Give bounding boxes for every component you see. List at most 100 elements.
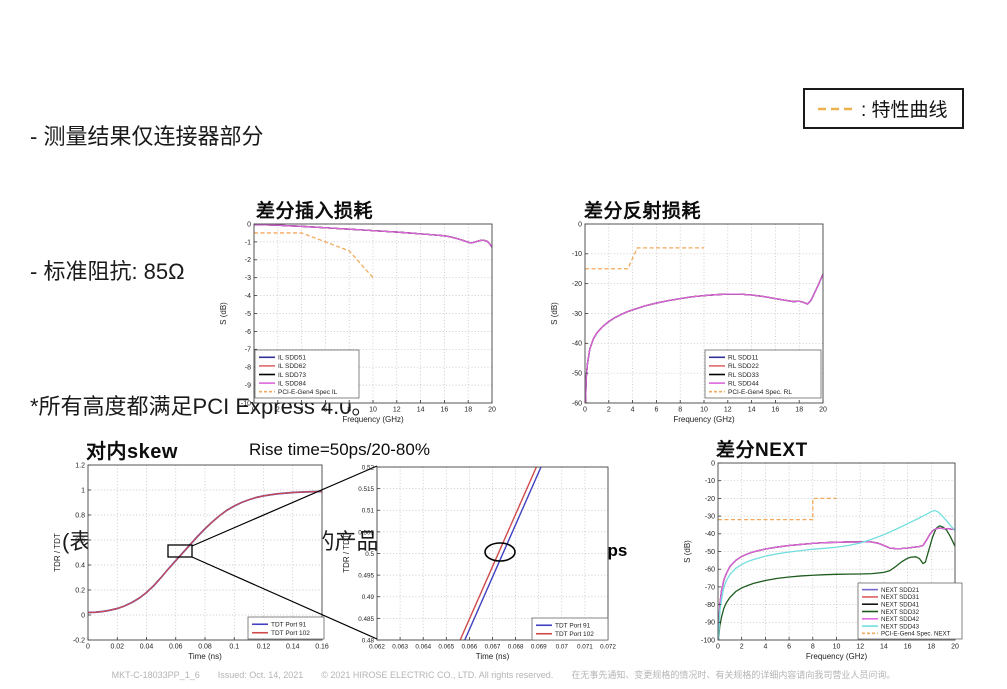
svg-text:0.51: 0.51 xyxy=(362,508,375,515)
svg-text:-60: -60 xyxy=(572,400,582,407)
svg-text:-50: -50 xyxy=(572,371,582,378)
svg-text:S (dB): S (dB) xyxy=(550,302,559,325)
footer-copyright: © 2021 HIROSE ELECTRIC CO., LTD. All rig… xyxy=(321,670,554,680)
svg-text:NEXT SDD41: NEXT SDD41 xyxy=(881,602,920,609)
svg-text:TDR / TDT: TDR / TDT xyxy=(53,533,62,572)
chart-intra-pair-skew: 0 0.02 0.04 0.06 0.08 0.1 0.12 0.14 0.16 -0.2 0 0.2… xyxy=(48,459,330,675)
svg-text:Frequency (GHz): Frequency (GHz) xyxy=(673,415,735,424)
svg-text:PCI-E-Gen4 Spec. RL: PCI-E-Gen4 Spec. RL xyxy=(728,389,792,396)
svg-text:18: 18 xyxy=(795,407,803,414)
svg-text:12: 12 xyxy=(724,407,732,414)
svg-text:0: 0 xyxy=(252,407,256,414)
svg-text:8: 8 xyxy=(347,407,351,414)
svg-text:IL SDD62: IL SDD62 xyxy=(278,363,306,370)
svg-text:-30: -30 xyxy=(705,514,715,521)
svg-text:0.4: 0.4 xyxy=(75,562,85,569)
svg-text:0.02: 0.02 xyxy=(110,644,124,651)
svg-text:4: 4 xyxy=(763,644,767,651)
svg-text:0: 0 xyxy=(583,407,587,414)
svg-text:-30: -30 xyxy=(572,311,582,318)
svg-text:0.52: 0.52 xyxy=(362,464,375,471)
svg-text:S (dB): S (dB) xyxy=(683,540,692,563)
svg-text:TDT Port 91: TDT Port 91 xyxy=(271,622,307,629)
svg-text:-1: -1 xyxy=(245,239,251,246)
svg-text:NEXT SDD42: NEXT SDD42 xyxy=(881,616,920,623)
rise-time-note: Rise time=50ps/20-80% xyxy=(249,440,430,459)
svg-text:6: 6 xyxy=(323,407,327,414)
svg-text:-5: -5 xyxy=(245,311,251,318)
svg-text:-8: -8 xyxy=(245,365,251,372)
svg-text:14: 14 xyxy=(880,644,888,651)
svg-text:10: 10 xyxy=(369,407,377,414)
svg-text:0.49: 0.49 xyxy=(362,594,375,601)
svg-text:Frequency (GHz): Frequency (GHz) xyxy=(342,415,404,424)
svg-text:6: 6 xyxy=(654,407,658,414)
svg-text:-4: -4 xyxy=(245,293,251,300)
chart-skew-zoom: 0.062 0.063 0.064 0.065 0.066 0.067 0.068 0.069… xyxy=(337,461,616,675)
svg-text:8: 8 xyxy=(811,644,815,651)
svg-text:20: 20 xyxy=(488,407,496,414)
svg-text:IL SDD73: IL SDD73 xyxy=(278,372,306,379)
svg-text:2: 2 xyxy=(276,407,280,414)
chart-return-loss: 0 2 4 6 8 10 12 14 16 18 20 0 -10 -20 -30 -40 -50 -60 Freq… xyxy=(545,218,831,438)
svg-text:10: 10 xyxy=(700,407,708,414)
svg-text:4: 4 xyxy=(300,407,304,414)
svg-text:0.069: 0.069 xyxy=(531,644,547,651)
svg-text:12: 12 xyxy=(393,407,401,414)
svg-text:0.067: 0.067 xyxy=(485,644,501,651)
svg-text:0.04: 0.04 xyxy=(140,644,154,651)
svg-text:0.485: 0.485 xyxy=(358,616,374,623)
chart-next: 0 2 4 6 8 10 12 14 16 18 20 0 -10 -20 -30 -40 -50 -60 -70 -… xyxy=(678,457,963,675)
svg-text:0: 0 xyxy=(578,221,582,228)
svg-text:0.06: 0.06 xyxy=(169,644,183,651)
svg-text:Time (ns): Time (ns) xyxy=(188,652,222,661)
svg-text:0.071: 0.071 xyxy=(577,644,593,651)
svg-text:NEXT SDD43: NEXT SDD43 xyxy=(881,623,920,630)
svg-text:TDR / TDT: TDR / TDT xyxy=(342,534,351,573)
svg-text:8: 8 xyxy=(678,407,682,414)
note-line-1: - 测量结果仅连接器部分 xyxy=(30,124,264,149)
svg-text:Frequency (GHz): Frequency (GHz) xyxy=(806,652,868,661)
svg-text:18: 18 xyxy=(927,644,935,651)
svg-text:-40: -40 xyxy=(572,341,582,348)
svg-text:0.16: 0.16 xyxy=(315,644,329,651)
svg-text:RL SDD11: RL SDD11 xyxy=(728,355,759,362)
svg-text:16: 16 xyxy=(441,407,449,414)
svg-text:-0.2: -0.2 xyxy=(73,637,85,644)
svg-text:14: 14 xyxy=(417,407,425,414)
svg-text:S (dB): S (dB) xyxy=(219,302,228,325)
svg-text:6: 6 xyxy=(787,644,791,651)
svg-text:20: 20 xyxy=(819,407,827,414)
svg-text:PCI-E-Gen4 Spec. NEXT: PCI-E-Gen4 Spec. NEXT xyxy=(881,631,951,638)
svg-text:RL SDD44: RL SDD44 xyxy=(728,380,759,387)
svg-text:-10: -10 xyxy=(241,400,251,407)
svg-text:-50: -50 xyxy=(705,549,715,556)
svg-text:0.072: 0.072 xyxy=(600,644,616,651)
svg-text:2: 2 xyxy=(607,407,611,414)
svg-text:-6: -6 xyxy=(245,329,251,336)
svg-text:0.065: 0.065 xyxy=(438,644,454,651)
svg-text:-2: -2 xyxy=(245,257,251,264)
svg-text:TDT Port 102: TDT Port 102 xyxy=(271,630,310,637)
svg-text:-90: -90 xyxy=(705,620,715,627)
svg-text:0.515: 0.515 xyxy=(358,486,374,493)
svg-text:RL SDD33: RL SDD33 xyxy=(728,372,759,379)
svg-text:NEXT SDD31: NEXT SDD31 xyxy=(881,594,920,601)
svg-text:NEXT SDD21: NEXT SDD21 xyxy=(881,587,920,594)
svg-text:16: 16 xyxy=(772,407,780,414)
svg-text:0.505: 0.505 xyxy=(358,529,374,536)
spec-curve-legend-box: : 特性曲线 xyxy=(803,88,964,129)
svg-text:NEXT SDD32: NEXT SDD32 xyxy=(881,609,920,616)
svg-text:IL SDD51: IL SDD51 xyxy=(278,355,306,362)
svg-text:18: 18 xyxy=(464,407,472,414)
svg-text:-10: -10 xyxy=(572,251,582,258)
svg-text:0.066: 0.066 xyxy=(462,644,478,651)
svg-text:2: 2 xyxy=(740,644,744,651)
svg-text:-3: -3 xyxy=(245,275,251,282)
svg-text:0.1: 0.1 xyxy=(229,644,239,651)
footer: MKT-C-18033PP_1_6 Issued: Oct. 14, 2021 © … xyxy=(0,668,1007,681)
chart-title-next: 差分NEXT xyxy=(716,440,808,461)
svg-text:-80: -80 xyxy=(705,602,715,609)
svg-text:0.5: 0.5 xyxy=(365,551,374,558)
svg-text:PCI-E-Gen4 Spec IL: PCI-E-Gen4 Spec IL xyxy=(278,389,338,396)
